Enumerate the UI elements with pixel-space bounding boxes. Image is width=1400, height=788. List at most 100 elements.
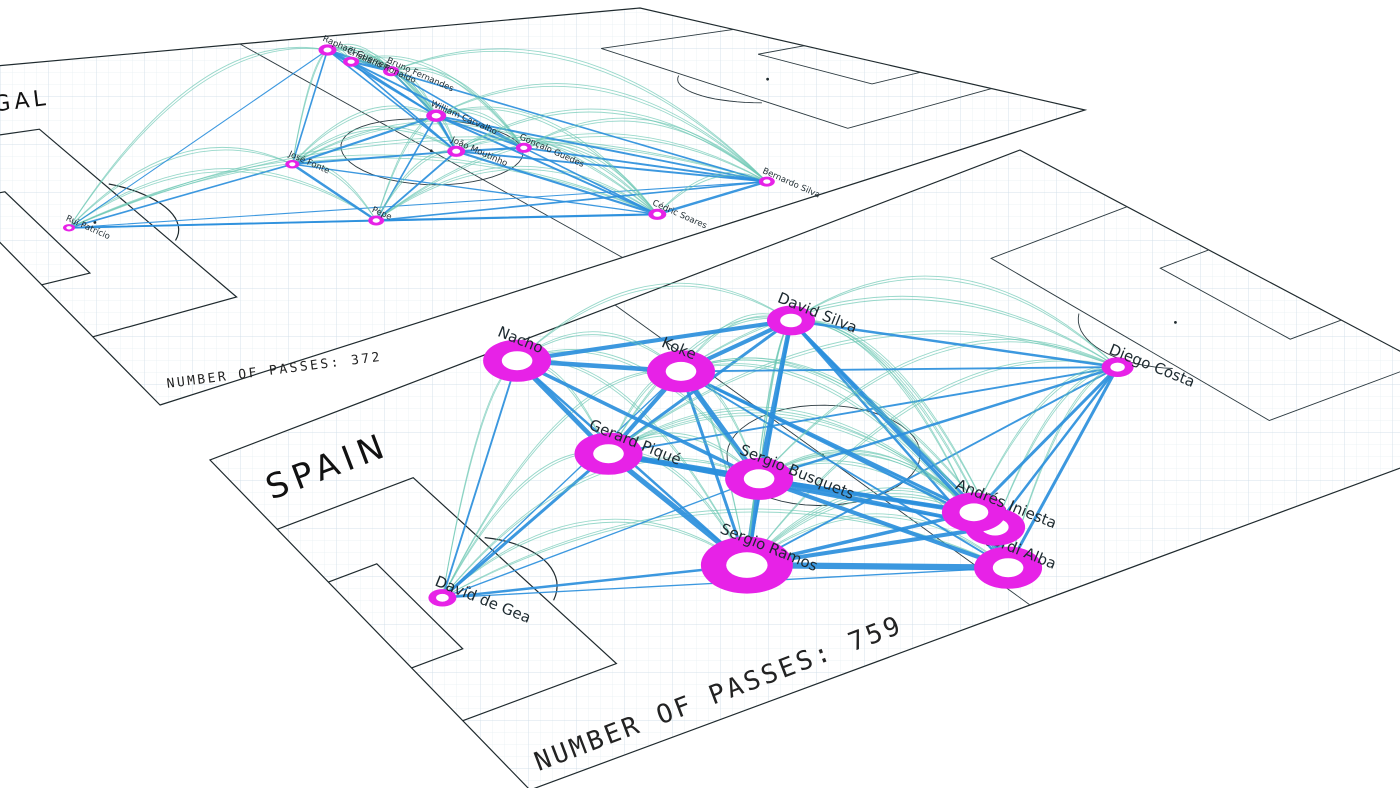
pass-link [291,163,658,215]
pass-arc [790,275,1118,368]
player-ring-hole [743,469,775,489]
pass-link [435,114,768,183]
pass-arc [390,50,768,182]
pass-arc [291,105,437,165]
pass-link [350,60,458,153]
pass-arc [790,319,996,528]
pass-arc [375,165,658,221]
pass-arc [68,171,377,229]
pass-link [522,146,768,183]
pass-arc [456,136,658,215]
pass-arc [68,136,767,229]
pass-arc [656,174,767,215]
player-ring-hole [347,59,355,64]
pass-arc [680,295,1118,372]
pass-arc [435,85,768,182]
pass-link [679,369,749,567]
pitch-spot [93,220,97,224]
pass-link [375,150,458,222]
pass-link [350,60,525,149]
penalty-box-own [0,128,238,338]
pass-link [607,366,1119,455]
penalty-arc-opp [1077,313,1173,369]
player-ring-hole [501,351,533,371]
pass-arc [442,521,748,599]
penalty-box-opp [990,206,1400,421]
pass-arc [435,83,768,182]
pass-arc [68,139,767,229]
penalty-arc-opp [677,75,762,104]
pass-arc [350,55,525,149]
pass-arc [516,285,792,362]
player-ring-hole [520,145,528,150]
pass-arc [350,57,525,149]
pass-link [515,318,794,363]
pass-arc [516,282,792,362]
player-ring-hole [436,593,449,602]
player-ring-hole [665,361,697,381]
pass-link [756,318,794,482]
pass-arc [758,341,1118,480]
goal-box-own [0,191,92,286]
pass-arc [680,359,975,513]
pass-link [789,319,1119,369]
pass-arc [292,125,457,165]
pass-link [993,365,1119,529]
pass-arc [516,349,760,480]
pass-link [435,114,525,149]
player-node[interactable]: Nacho [483,323,552,382]
player-ring-hole [653,211,662,217]
pass-link [68,181,768,229]
player-ring-hole [323,47,332,53]
pass-arc [375,136,768,221]
pass-arc [680,298,1118,372]
pass-arc [680,357,975,513]
player-ring-hole [593,444,624,464]
pass-link [757,476,1011,570]
pass-link [434,114,458,153]
pass-link [972,365,1120,514]
pass-arc [436,106,658,215]
pass-link [680,370,1010,569]
pass-link [326,49,458,153]
pass-link [291,162,378,222]
pass-link [522,146,659,216]
pitch-grid [210,150,1400,788]
pass-link [291,114,438,166]
pass-arc [68,168,377,229]
pass-arc [292,123,658,215]
pass-arc [291,107,437,165]
pass-arc [523,120,768,182]
player-ring-hole [289,162,296,167]
pass-arc [746,516,1009,569]
player-node[interactable]: Koke [647,333,715,393]
pass-link [757,365,1119,481]
pass-arc [523,144,658,215]
pass-link [350,60,438,117]
player-ring-hole [763,179,771,184]
pass-link [1006,365,1120,570]
pass-arc [608,330,1118,455]
pass-link [455,150,768,183]
pass-link [68,163,294,229]
pass-link [441,563,749,600]
pass-link [679,369,976,514]
pass-link [756,476,977,515]
goal-box-opp [1159,249,1342,340]
pass-arc [68,146,293,229]
pass-arc [455,111,768,182]
goal-box-own [328,563,464,669]
pass-arc [746,513,1009,569]
pass-arc [68,46,328,229]
pitch-outline [208,149,1400,788]
goal-box-opp [757,45,921,85]
pass-link [656,180,769,216]
player-ring-hole [726,552,768,578]
pass-link [291,150,458,166]
player-ring-hole [431,112,441,119]
pass-link [441,359,519,599]
pass-link [375,213,659,222]
pass-link [680,366,1119,373]
pass-link [291,49,329,166]
